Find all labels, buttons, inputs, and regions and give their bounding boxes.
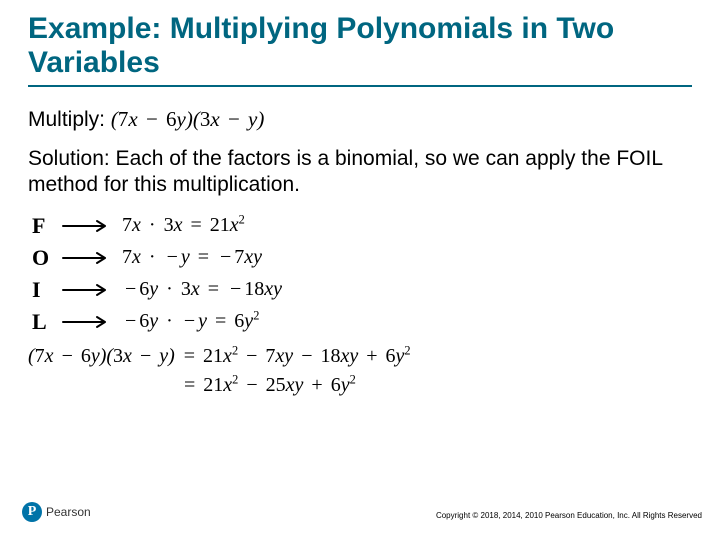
arrow-icon — [58, 283, 122, 297]
prompt-expression: (7x − 6y)(3x − y) — [111, 107, 264, 131]
arrow-icon — [58, 315, 122, 329]
final-result: (7x − 6y)(3x − y) = 21x2 − 7xy − 18xy + … — [28, 345, 692, 397]
foil-expression: −6y · 3x = −18xy — [122, 278, 282, 301]
foil-row: L −6y · −y = 6y2 — [32, 309, 692, 335]
prompt-label: Multiply: — [28, 108, 105, 131]
foil-letter: I — [32, 277, 58, 303]
logo-text: Pearson — [46, 505, 91, 519]
final-rhs2: = 21x2 − 25xy + 6y2 — [181, 374, 356, 397]
slide-title: Example: Multiplying Polynomials in Two … — [28, 12, 692, 87]
foil-row: O 7x · −y = −7xy — [32, 245, 692, 271]
final-lhs: (7x − 6y)(3x − y) — [28, 345, 175, 368]
foil-letter: L — [32, 309, 58, 335]
foil-row: I −6y · 3x = −18xy — [32, 277, 692, 303]
arrow-icon — [58, 251, 122, 265]
logo-badge-icon: P — [22, 502, 42, 522]
arrow-icon — [58, 219, 122, 233]
solution-text: Solution: Each of the factors is a binom… — [28, 146, 692, 199]
foil-expression: 7x · −y = −7xy — [122, 246, 262, 269]
publisher-logo: P Pearson — [22, 502, 91, 522]
final-spacer — [28, 374, 175, 397]
final-rhs1: = 21x2 − 7xy − 18xy + 6y2 — [181, 345, 411, 368]
multiply-prompt: Multiply: (7x − 6y)(3x − y) — [28, 107, 692, 132]
foil-letter: O — [32, 245, 58, 271]
foil-steps: F 7x · 3x = 21x2 O 7x · −y = −7xy I −6y · 3x … — [32, 213, 692, 335]
foil-expression: −6y · −y = 6y2 — [122, 310, 259, 333]
final-line-2: = 21x2 − 25xy + 6y2 — [28, 374, 692, 397]
foil-expression: 7x · 3x = 21x2 — [122, 214, 245, 237]
slide: Example: Multiplying Polynomials in Two … — [0, 0, 720, 540]
foil-row: F 7x · 3x = 21x2 — [32, 213, 692, 239]
foil-letter: F — [32, 213, 58, 239]
final-line-1: (7x − 6y)(3x − y) = 21x2 − 7xy − 18xy + … — [28, 345, 692, 368]
copyright-text: Copyright © 2018, 2014, 2010 Pearson Edu… — [436, 511, 702, 520]
